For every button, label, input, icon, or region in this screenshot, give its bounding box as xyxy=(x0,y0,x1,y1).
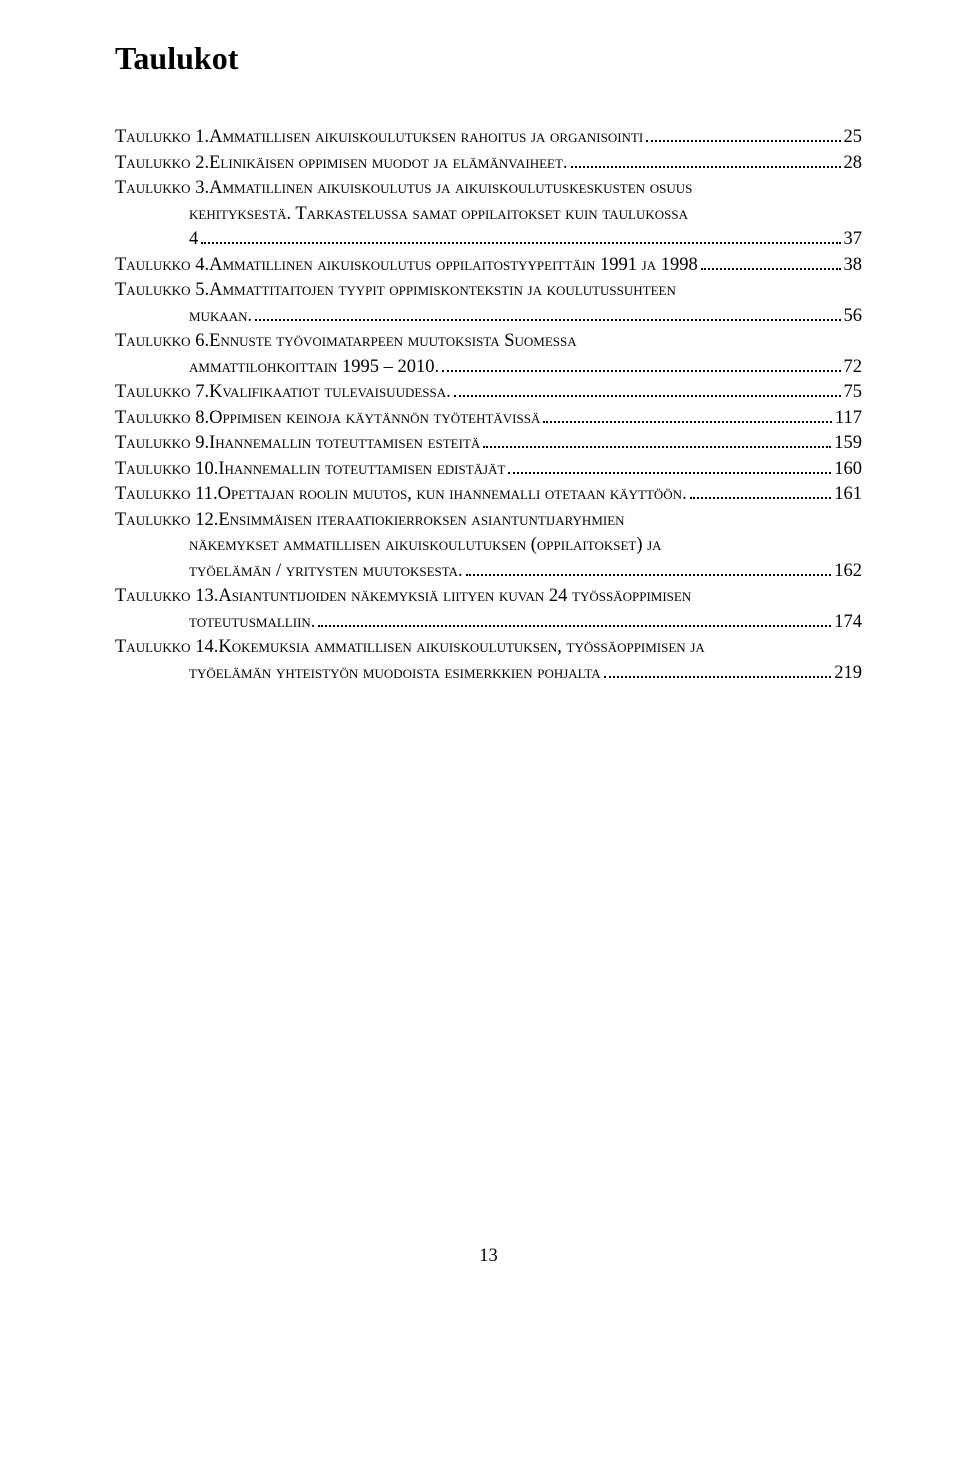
toc-entry-page: 25 xyxy=(844,125,863,151)
toc-entry-label: Taulukko 13. xyxy=(115,584,218,610)
toc-entry-label: Taulukko 1. xyxy=(115,125,209,151)
toc-entry-label: Taulukko 4. xyxy=(115,253,209,279)
toc-entry-label: Taulukko 7. xyxy=(115,380,209,406)
toc-line: kehityksestä. Tarkastelussa samat oppila… xyxy=(115,202,862,228)
toc-entry-page: 72 xyxy=(844,355,863,381)
toc-entry-text: Ihannemallin toteuttamisen esteitä xyxy=(209,431,480,457)
toc-entry-text: Kvalifikaatiot tulevaisuudessa. xyxy=(209,380,451,406)
toc-line: Taulukko 4. Ammatillinen aikuiskoulutus … xyxy=(115,253,862,279)
toc-entry-label: Taulukko 5. xyxy=(115,278,209,304)
toc-line: näkemykset ammatillisen aikuiskoulutukse… xyxy=(115,533,862,559)
toc-leader xyxy=(255,304,840,321)
toc-entry-page: 174 xyxy=(834,610,862,636)
toc-entry-page: 37 xyxy=(844,227,863,253)
toc-entry-text: Kokemuksia ammatillisen aikuiskoulutukse… xyxy=(218,635,704,661)
toc-line: Taulukko 13. Asiantuntijoiden näkemyksiä… xyxy=(115,584,862,610)
toc-line: toteutusmalliin. 174 xyxy=(115,610,862,636)
toc-line: mukaan. 56 xyxy=(115,304,862,330)
table-of-contents: Taulukko 1. Ammatillisen aikuiskoulutuks… xyxy=(115,125,862,686)
toc-leader xyxy=(466,559,832,576)
toc-line: Taulukko 1. Ammatillisen aikuiskoulutuks… xyxy=(115,125,862,151)
toc-leader xyxy=(646,125,840,142)
toc-entry-label: Taulukko 11. xyxy=(115,482,218,508)
toc-entry-text: Ammatillisen aikuiskoulutuksen rahoitus … xyxy=(209,125,643,151)
toc-entry-text: Opettajan roolin muutos, kun ihannemalli… xyxy=(218,482,687,508)
toc-entry-label: Taulukko 9. xyxy=(115,431,209,457)
toc-leader xyxy=(508,457,831,474)
toc-leader xyxy=(442,355,840,372)
toc-entry-label: Taulukko 10. xyxy=(115,457,218,483)
toc-line: Taulukko 8. Oppimisen keinoja käytännön … xyxy=(115,406,862,432)
toc-line: Taulukko 12. Ensimmäisen iteraatiokierro… xyxy=(115,508,862,534)
toc-entry-page: 75 xyxy=(844,380,863,406)
toc-line: ammattilohkoittain 1995 – 2010. 72 xyxy=(115,355,862,381)
toc-line: 4 37 xyxy=(115,227,862,253)
toc-entry-text: Ammattitaitojen tyypit oppimiskontekstin… xyxy=(209,278,676,304)
toc-line: Taulukko 14. Kokemuksia ammatillisen aik… xyxy=(115,635,862,661)
toc-entry-label: Taulukko 3. xyxy=(115,176,209,202)
page-number: 13 xyxy=(115,1246,862,1267)
toc-entry-label: Taulukko 2. xyxy=(115,151,209,177)
toc-leader xyxy=(543,406,832,423)
toc-entry-text: toteutusmalliin. xyxy=(189,610,315,636)
toc-entry-page: 159 xyxy=(834,431,862,457)
toc-line: Taulukko 7. Kvalifikaatiot tulevaisuudes… xyxy=(115,380,862,406)
toc-entry-text: työelämän yhteistyön muodoista esimerkki… xyxy=(189,661,601,687)
toc-entry-page: 160 xyxy=(834,457,862,483)
toc-entry-text: Asiantuntijoiden näkemyksiä liityen kuva… xyxy=(218,584,691,610)
toc-leader xyxy=(201,227,840,244)
toc-leader xyxy=(483,431,831,448)
toc-entry-text: 4 xyxy=(189,227,198,253)
toc-leader xyxy=(318,610,831,627)
toc-line: Taulukko 2. Elinikäisen oppimisen muodot… xyxy=(115,151,862,177)
toc-entry-page: 219 xyxy=(834,661,862,687)
toc-entry-text: kehityksestä. Tarkastelussa samat oppila… xyxy=(189,202,688,228)
toc-leader xyxy=(604,661,832,678)
toc-entry-text: ammattilohkoittain 1995 – 2010. xyxy=(189,355,439,381)
page-title: Taulukot xyxy=(115,40,862,77)
toc-line: Taulukko 3. Ammatillinen aikuiskoulutus … xyxy=(115,176,862,202)
toc-entry-page: 162 xyxy=(834,559,862,585)
toc-entry-text: Elinikäisen oppimisen muodot ja elämänva… xyxy=(209,151,567,177)
toc-line: Taulukko 10. Ihannemallin toteuttamisen … xyxy=(115,457,862,483)
toc-entry-text: Oppimisen keinoja käytännön työtehtäviss… xyxy=(209,406,540,432)
toc-leader xyxy=(701,253,841,270)
toc-leader xyxy=(454,380,841,397)
toc-line: Taulukko 9. Ihannemallin toteuttamisen e… xyxy=(115,431,862,457)
toc-entry-text: mukaan. xyxy=(189,304,252,330)
toc-line: työelämän yhteistyön muodoista esimerkki… xyxy=(115,661,862,687)
toc-entry-text: Ennuste työvoimatarpeen muutoksista Suom… xyxy=(209,329,577,355)
toc-line: Taulukko 5. Ammattitaitojen tyypit oppim… xyxy=(115,278,862,304)
toc-entry-text: Ensimmäisen iteraatiokierroksen asiantun… xyxy=(218,508,624,534)
toc-entry-label: Taulukko 14. xyxy=(115,635,218,661)
toc-entry-page: 38 xyxy=(844,253,863,279)
toc-entry-label: Taulukko 6. xyxy=(115,329,209,355)
toc-entry-text: Ammatillinen aikuiskoulutus ja aikuiskou… xyxy=(209,176,692,202)
toc-entry-page: 161 xyxy=(834,482,862,508)
toc-entry-text: näkemykset ammatillisen aikuiskoulutukse… xyxy=(189,533,662,559)
toc-entry-label: Taulukko 12. xyxy=(115,508,218,534)
toc-line: Taulukko 11. Opettajan roolin muutos, ku… xyxy=(115,482,862,508)
toc-entry-page: 56 xyxy=(844,304,863,330)
toc-entry-text: Ammatillinen aikuiskoulutus oppilaitosty… xyxy=(209,253,698,279)
toc-line: työelämän / yritysten muutoksesta. 162 xyxy=(115,559,862,585)
toc-entry-label: Taulukko 8. xyxy=(115,406,209,432)
toc-entry-text: Ihannemallin toteuttamisen edistäjät xyxy=(218,457,505,483)
toc-entry-page: 28 xyxy=(844,151,863,177)
toc-leader xyxy=(690,482,832,499)
toc-entry-page: 117 xyxy=(835,406,862,432)
toc-line: Taulukko 6. Ennuste työvoimatarpeen muut… xyxy=(115,329,862,355)
toc-entry-text: työelämän / yritysten muutoksesta. xyxy=(189,559,463,585)
toc-leader xyxy=(571,151,841,168)
